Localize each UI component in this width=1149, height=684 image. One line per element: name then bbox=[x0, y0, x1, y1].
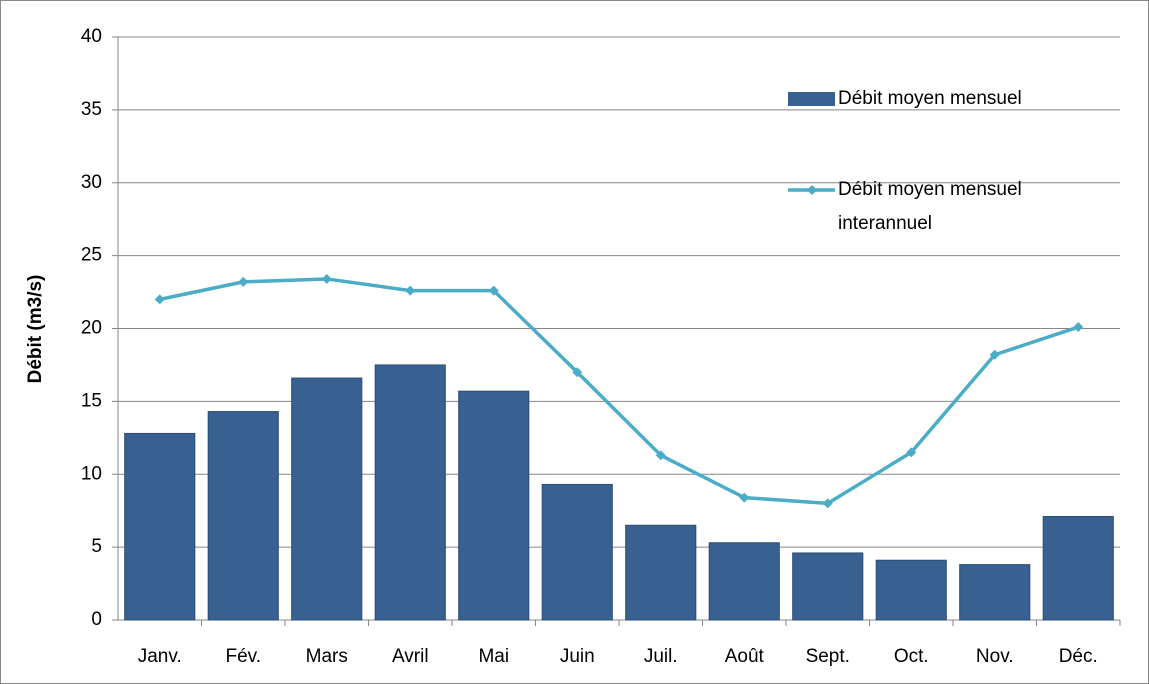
y-tick-label: 15 bbox=[81, 390, 102, 411]
bar bbox=[207, 411, 279, 621]
marker bbox=[154, 294, 165, 305]
marker bbox=[906, 447, 917, 458]
x-tick-label: Janv. bbox=[138, 646, 182, 667]
marker bbox=[572, 367, 583, 378]
legend-label: Débit moyen mensuel interannuel bbox=[838, 179, 1022, 234]
x-tick-label: Avril bbox=[392, 646, 429, 667]
y-tick-label: 20 bbox=[81, 318, 102, 339]
bar bbox=[458, 390, 530, 621]
bar bbox=[291, 377, 363, 621]
bar bbox=[541, 483, 613, 621]
y-tick-label: 10 bbox=[81, 463, 102, 484]
marker bbox=[989, 349, 1000, 360]
x-tick-label: Oct. bbox=[894, 646, 929, 667]
marker bbox=[655, 450, 666, 461]
bar bbox=[625, 524, 697, 621]
marker bbox=[822, 498, 833, 509]
marker bbox=[321, 273, 332, 284]
bar bbox=[875, 559, 947, 621]
x-tick-label: Juin bbox=[560, 646, 595, 667]
legend-label: Débit moyen mensuel bbox=[838, 88, 1022, 109]
x-tick-label: Juil. bbox=[644, 646, 678, 667]
bar bbox=[374, 364, 446, 621]
bar bbox=[959, 564, 1031, 621]
marker bbox=[739, 492, 750, 503]
bar bbox=[124, 432, 196, 621]
y-tick-label: 5 bbox=[91, 536, 102, 557]
x-tick-label: Sept. bbox=[806, 646, 850, 667]
y-axis-label: Débit (m3/s) bbox=[25, 275, 46, 384]
marker bbox=[488, 285, 499, 296]
y-tick-label: 30 bbox=[81, 172, 102, 193]
x-tick-label: Mai bbox=[478, 646, 509, 667]
bar bbox=[792, 552, 864, 621]
marker bbox=[405, 285, 416, 296]
marker bbox=[238, 276, 249, 287]
legend-marker bbox=[807, 185, 817, 195]
x-tick-label: Août bbox=[725, 646, 765, 667]
x-tick-label: Déc. bbox=[1059, 646, 1098, 667]
x-tick-label: Fév. bbox=[225, 646, 261, 667]
bar bbox=[708, 542, 780, 621]
y-tick-label: 0 bbox=[91, 609, 102, 630]
bar bbox=[1042, 516, 1114, 621]
x-tick-label: Mars bbox=[306, 646, 348, 667]
marker bbox=[1073, 322, 1084, 333]
y-tick-label: 35 bbox=[81, 99, 102, 120]
legend-swatch bbox=[788, 92, 835, 106]
y-tick-label: 25 bbox=[81, 245, 102, 266]
x-tick-label: Nov. bbox=[976, 646, 1014, 667]
y-tick-label: 40 bbox=[81, 26, 102, 47]
line bbox=[159, 277, 1079, 506]
